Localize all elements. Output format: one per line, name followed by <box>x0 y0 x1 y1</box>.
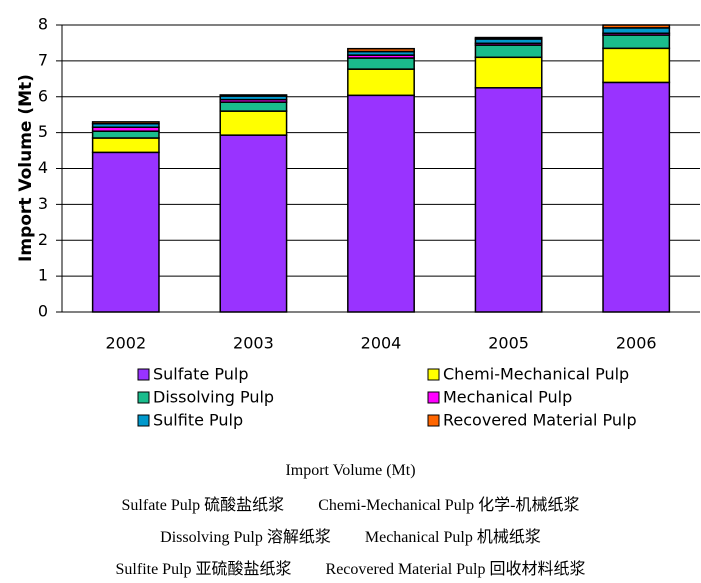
chart: Import Volume (Mt) 0 1 2 3 4 5 6 7 8 2002 2003 2004… <box>16 15 700 430</box>
x-tick-label: 2006 <box>616 334 657 353</box>
bar-segment <box>219 94 288 97</box>
bar-segment <box>602 47 671 84</box>
caption: Import Volume (Mt) Sulfate Pulp 硫酸盐纸浆 Che… <box>0 455 701 583</box>
bar-segment <box>602 34 671 50</box>
caption-item: Dissolving Pulp 溶解纸浆 <box>160 529 331 546</box>
y-tick-label: 6 <box>38 86 48 105</box>
x-tick-label: 2002 <box>105 334 146 353</box>
legend-label: Sulfite Pulp <box>153 411 243 430</box>
bar-segment <box>347 57 415 70</box>
legend-swatch <box>427 368 440 381</box>
y-tick-label: 0 <box>38 302 48 321</box>
bar-segment <box>474 36 543 40</box>
legend-swatch <box>137 368 150 381</box>
legend-swatch <box>137 391 150 404</box>
legend-swatch <box>427 391 440 404</box>
bar-segment <box>91 130 160 139</box>
bar-segment <box>219 101 288 112</box>
legend-label: Chemi-Mechanical Pulp <box>443 365 629 384</box>
caption-row: Sulfite Pulp 亚硫酸盐纸浆 Recovered Material Pu… <box>0 551 701 583</box>
caption-item: Chemi-Mechanical Pulp 化学-机械纸浆 <box>318 497 580 514</box>
y-tick-label: 8 <box>38 15 48 34</box>
y-tick-label: 3 <box>38 194 48 213</box>
bar-segment <box>91 137 160 154</box>
y-tick-label: 4 <box>38 158 48 177</box>
legend-label: Mechanical Pulp <box>443 388 572 407</box>
y-tick-label: 5 <box>38 122 48 141</box>
legend-swatch <box>427 414 440 427</box>
caption-title: Import Volume (Mt) <box>285 462 416 479</box>
bar-segment <box>347 68 415 97</box>
y-tick-label: 2 <box>38 230 48 249</box>
x-tick-label: 2003 <box>233 334 274 353</box>
bar-segment <box>474 56 543 89</box>
legend-label: Sulfate Pulp <box>153 365 249 384</box>
caption-row: Sulfate Pulp 硫酸盐纸浆 Chemi-Mechanical Pulp … <box>0 487 701 519</box>
legend-swatch <box>137 414 150 427</box>
bar-segment <box>219 110 288 136</box>
bar-segment <box>347 94 415 313</box>
caption-item: Sulfate Pulp 硫酸盐纸浆 <box>121 497 285 514</box>
caption-item: Sulfite Pulp 亚硫酸盐纸浆 <box>115 561 292 578</box>
legend-label: Dissolving Pulp <box>153 388 274 407</box>
bar-segment <box>474 44 543 59</box>
bar-segment <box>91 121 160 125</box>
bar-segment <box>602 24 671 29</box>
x-tick-label: 2005 <box>488 334 529 353</box>
y-axis-title: Import Volume (Mt) <box>16 74 36 262</box>
caption-item: Mechanical Pulp 机械纸浆 <box>364 529 541 546</box>
y-tick-label: 7 <box>38 50 48 69</box>
bar-segment <box>91 151 160 313</box>
bar-segment <box>219 134 288 313</box>
x-tick-label: 2004 <box>361 334 402 353</box>
bar-segment <box>474 87 543 313</box>
y-tick-label: 1 <box>38 266 48 285</box>
caption-item: Recovered Material Pulp 回收材料纸浆 <box>325 561 586 578</box>
bar-segment <box>602 27 671 35</box>
bar-segment <box>602 81 671 313</box>
bar-segment <box>347 47 415 53</box>
caption-row: Dissolving Pulp 溶解纸浆 Mechanical Pulp 机械纸浆 <box>0 519 701 551</box>
legend-label: Recovered Material Pulp <box>443 411 637 430</box>
